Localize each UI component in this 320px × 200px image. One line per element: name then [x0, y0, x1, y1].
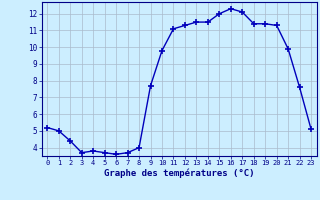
- X-axis label: Graphe des températures (°C): Graphe des températures (°C): [104, 169, 254, 178]
